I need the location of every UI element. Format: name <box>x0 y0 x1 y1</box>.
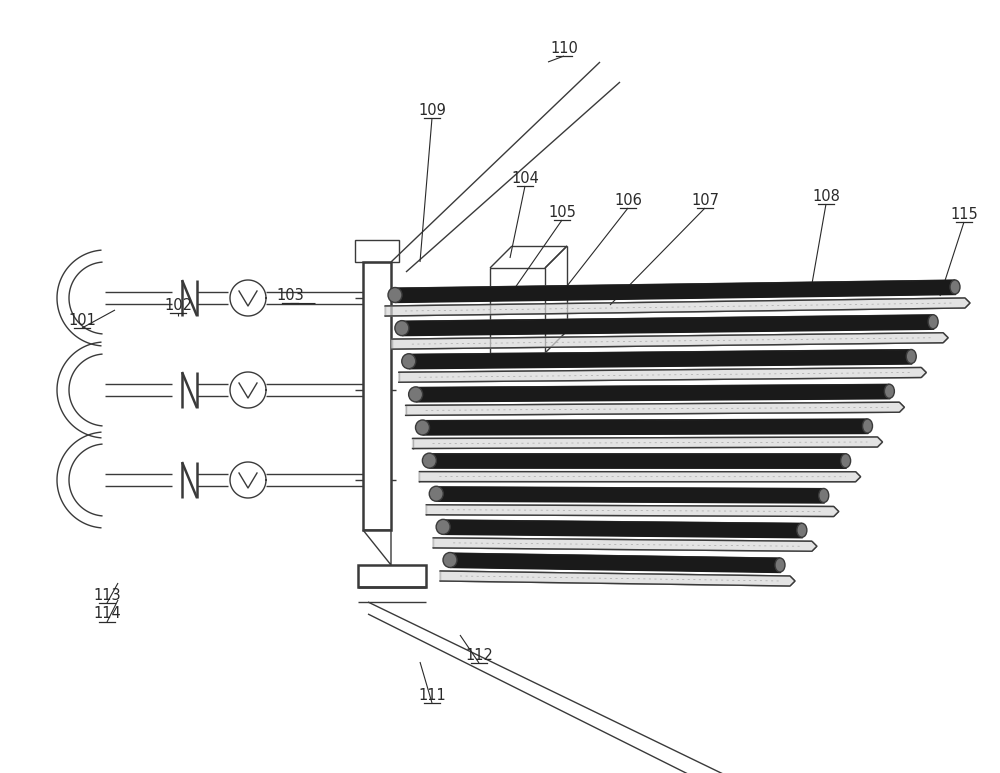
Text: 105: 105 <box>548 205 576 220</box>
Text: 110: 110 <box>550 40 578 56</box>
Polygon shape <box>433 538 817 551</box>
Ellipse shape <box>841 454 851 468</box>
Text: 109: 109 <box>418 103 446 117</box>
Text: 115: 115 <box>950 206 978 222</box>
Text: 114: 114 <box>93 607 121 621</box>
Text: 101: 101 <box>68 312 96 328</box>
Ellipse shape <box>429 486 443 501</box>
Text: 106: 106 <box>614 192 642 207</box>
Polygon shape <box>419 472 861 482</box>
Ellipse shape <box>928 315 938 329</box>
Text: 113: 113 <box>93 587 121 602</box>
Polygon shape <box>385 298 970 316</box>
Text: 107: 107 <box>691 192 719 207</box>
Bar <box>363 262 391 530</box>
Polygon shape <box>426 505 839 516</box>
Polygon shape <box>406 402 904 415</box>
Bar <box>355 240 399 262</box>
Ellipse shape <box>950 280 960 294</box>
Bar <box>358 565 426 587</box>
Bar <box>490 268 545 353</box>
Text: 111: 111 <box>418 687 446 703</box>
Polygon shape <box>440 571 795 586</box>
Ellipse shape <box>409 386 423 402</box>
Ellipse shape <box>402 354 416 369</box>
Ellipse shape <box>436 519 450 534</box>
Ellipse shape <box>395 321 409 335</box>
Ellipse shape <box>906 349 916 363</box>
Text: 104: 104 <box>511 171 539 186</box>
Ellipse shape <box>416 420 430 435</box>
Ellipse shape <box>797 523 807 537</box>
Ellipse shape <box>862 419 872 433</box>
Text: 108: 108 <box>812 189 840 203</box>
Ellipse shape <box>884 384 894 398</box>
Text: 103: 103 <box>276 288 304 302</box>
Ellipse shape <box>819 489 829 502</box>
Text: 102: 102 <box>164 298 192 312</box>
Ellipse shape <box>388 288 402 302</box>
Ellipse shape <box>422 453 436 468</box>
Polygon shape <box>413 437 883 448</box>
Polygon shape <box>399 367 926 383</box>
Ellipse shape <box>775 558 785 572</box>
Ellipse shape <box>443 553 457 567</box>
Text: 112: 112 <box>465 648 493 662</box>
Polygon shape <box>392 332 948 349</box>
